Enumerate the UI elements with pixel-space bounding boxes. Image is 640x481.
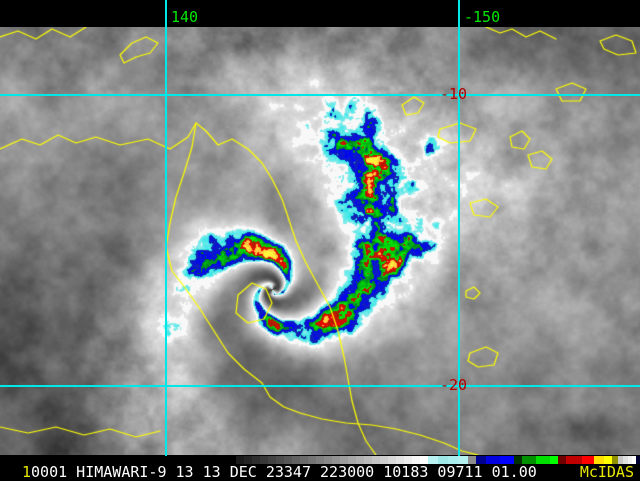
colorbar-segment	[380, 456, 388, 464]
colorbar-segment	[448, 456, 458, 464]
colorbar-segment	[324, 456, 332, 464]
colorbar-segment	[0, 456, 236, 464]
colorbar-segment	[300, 456, 308, 464]
colorbar-segment	[486, 456, 500, 464]
satellite-image-canvas[interactable]	[0, 27, 640, 455]
colorbar-segment	[268, 456, 276, 464]
annotation-lead-digit: 1	[22, 463, 32, 481]
colorbar-segment	[388, 456, 396, 464]
colorbar-segment	[252, 456, 260, 464]
colorbar-segment	[594, 456, 604, 464]
annotation-bar: 10001 HIMAWARI-9 13 13 DEC 23347 223000 …	[0, 464, 640, 480]
colorbar-segment	[604, 456, 612, 464]
colorbar-segment	[244, 456, 252, 464]
colorbar-segment	[636, 456, 640, 464]
longitude-label: -150	[464, 8, 501, 26]
satellite-image-panel[interactable]: 140 -150 -10 -20	[0, 0, 640, 456]
colorbar-segment	[372, 456, 380, 464]
colorbar-segment	[412, 456, 420, 464]
colorbar-segment	[404, 456, 412, 464]
latitude-label: -20	[440, 376, 468, 394]
colorbar-segment	[618, 456, 623, 464]
colorbar-segment	[500, 456, 514, 464]
colorbar-segment	[292, 456, 300, 464]
colorbar-segment	[284, 456, 292, 464]
colorbar-segment	[514, 456, 522, 464]
colorbar-segment	[396, 456, 404, 464]
colorbar-segment	[308, 456, 316, 464]
latitude-label: -10	[440, 85, 468, 103]
colorbar-segment	[582, 456, 594, 464]
colorbar-segment	[623, 456, 628, 464]
satellite-infrared-image[interactable]	[0, 27, 640, 455]
colorbar-segment	[428, 456, 438, 464]
annotation-main-text: 0001 HIMAWARI-9 13 13 DEC 23347 223000 1…	[31, 463, 537, 481]
colorbar-segment	[236, 456, 244, 464]
longitude-label: 140	[171, 8, 199, 26]
colorbar-segment	[276, 456, 284, 464]
colorbar-segment	[476, 456, 486, 464]
colorbar-segment	[468, 456, 476, 464]
colorbar-segment	[340, 456, 348, 464]
longitude-gridline	[458, 0, 460, 456]
top-black-band	[0, 0, 640, 27]
colorbar-segment	[332, 456, 340, 464]
colorbar-segment	[260, 456, 268, 464]
colorbar-segment	[356, 456, 364, 464]
latitude-gridline	[0, 94, 640, 96]
colorbar-segment	[522, 456, 536, 464]
enhancement-color-bar	[0, 456, 640, 464]
colorbar-segment	[420, 456, 428, 464]
colorbar-segment	[458, 456, 468, 464]
colorbar-segment	[632, 456, 636, 464]
colorbar-segment	[364, 456, 372, 464]
mcidas-brand-label: McIDAS	[579, 463, 634, 481]
colorbar-segment	[438, 456, 448, 464]
colorbar-segment	[628, 456, 632, 464]
longitude-gridline	[165, 0, 167, 456]
colorbar-segment	[566, 456, 582, 464]
colorbar-segment	[316, 456, 324, 464]
colorbar-segment	[536, 456, 550, 464]
latitude-gridline	[0, 385, 640, 387]
colorbar-segment	[558, 456, 566, 464]
colorbar-segment	[612, 456, 618, 464]
colorbar-segment	[348, 456, 356, 464]
image-annotation-text: 10001 HIMAWARI-9 13 13 DEC 23347 223000 …	[22, 464, 537, 480]
colorbar-segment	[550, 456, 558, 464]
